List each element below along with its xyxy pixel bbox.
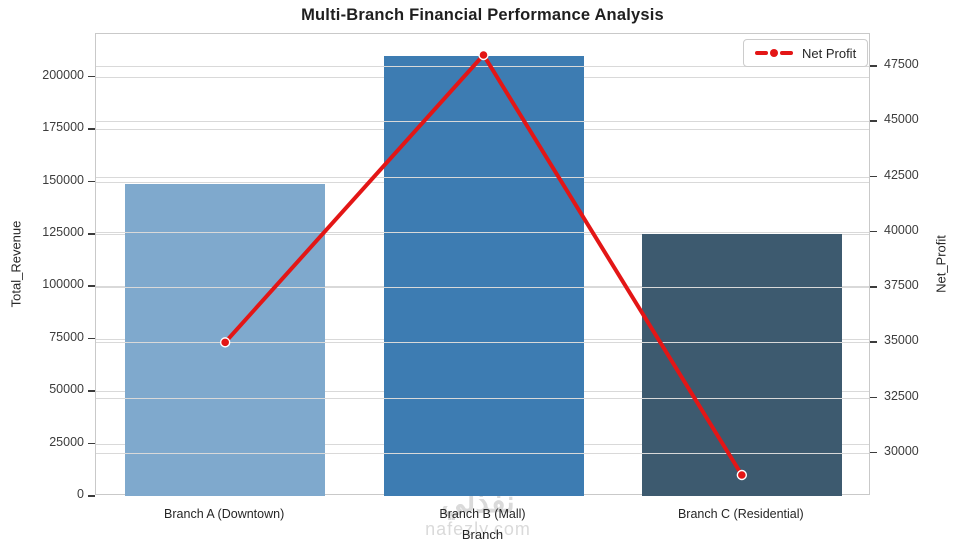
y-axis-label-left: Total_Revenue [8, 220, 24, 308]
gridline-right [96, 231, 869, 233]
line-path [223, 51, 744, 477]
y-tick-label-right: 35000 [884, 333, 919, 348]
data-point-marker [736, 469, 748, 481]
x-tick-label: Branch C (Residential) [677, 507, 804, 521]
y-tick-label-right: 45000 [884, 112, 919, 127]
y-tick-label-right: 32500 [884, 388, 919, 403]
y-tick-mark-left [88, 180, 95, 183]
net-profit-line [219, 49, 748, 481]
y-tick-label-left: 75000 [49, 329, 84, 344]
y-tick-label-left: 0 [77, 487, 84, 501]
y-tick-label-left: 100000 [42, 277, 84, 292]
y-tick-mark-left [88, 337, 95, 340]
y-tick-mark-right [870, 230, 877, 233]
y-axis-label-right: Net_Profit [933, 235, 949, 293]
y-tick-label-right: 40000 [884, 222, 919, 237]
y-tick-label-right: 30000 [884, 443, 919, 458]
gridline-right [96, 66, 869, 68]
y-tick-mark-left [88, 495, 95, 497]
x-axis-label: Branch [461, 527, 504, 542]
x-tick-label: Branch A (Downtown) [164, 507, 285, 521]
gridline-right [96, 342, 869, 344]
y-tick-label-left: 25000 [49, 434, 84, 449]
y-tick-mark-left [88, 285, 95, 287]
legend-label: Net Profit [802, 45, 857, 61]
y-tick-label-left: 200000 [42, 67, 84, 82]
legend: Net Profit [743, 39, 869, 67]
y-tick-mark-left [88, 128, 95, 130]
y-tick-mark-right [870, 120, 877, 122]
gridline-right [96, 397, 869, 399]
gridline-right [96, 176, 869, 178]
y-tick-mark-right [870, 451, 877, 454]
y-tick-mark-right [870, 341, 877, 343]
data-point-marker [219, 337, 231, 348]
y-tick-mark-right [870, 396, 877, 399]
gridline-right [96, 287, 869, 289]
y-tick-label-left: 125000 [42, 225, 84, 240]
y-tick-mark-right [870, 286, 877, 288]
chart-title: Multi-Branch Financial Performance Analy… [301, 6, 664, 24]
y-tick-label-left: 150000 [42, 172, 84, 187]
plot-area [95, 33, 870, 496]
y-tick-mark-left [88, 390, 95, 392]
y-tick-mark-left [88, 442, 95, 445]
y-tick-label-right: 42500 [884, 167, 919, 182]
y-tick-mark-left [88, 233, 95, 235]
y-tick-label-right: 37500 [884, 278, 919, 293]
legend-line-marker-icon [755, 48, 793, 58]
y-tick-label-left: 175000 [42, 120, 84, 135]
gridline-right [96, 121, 869, 123]
data-point-marker [478, 49, 489, 61]
y-tick-mark-left [88, 75, 95, 78]
y-tick-label-right: 47500 [884, 57, 919, 72]
y-tick-mark-right [870, 65, 877, 67]
y-tick-mark-right [870, 175, 877, 178]
y-tick-label-left: 50000 [49, 382, 84, 397]
gridline-right [96, 452, 869, 454]
x-tick-label: Branch B (Mall) [439, 507, 526, 521]
